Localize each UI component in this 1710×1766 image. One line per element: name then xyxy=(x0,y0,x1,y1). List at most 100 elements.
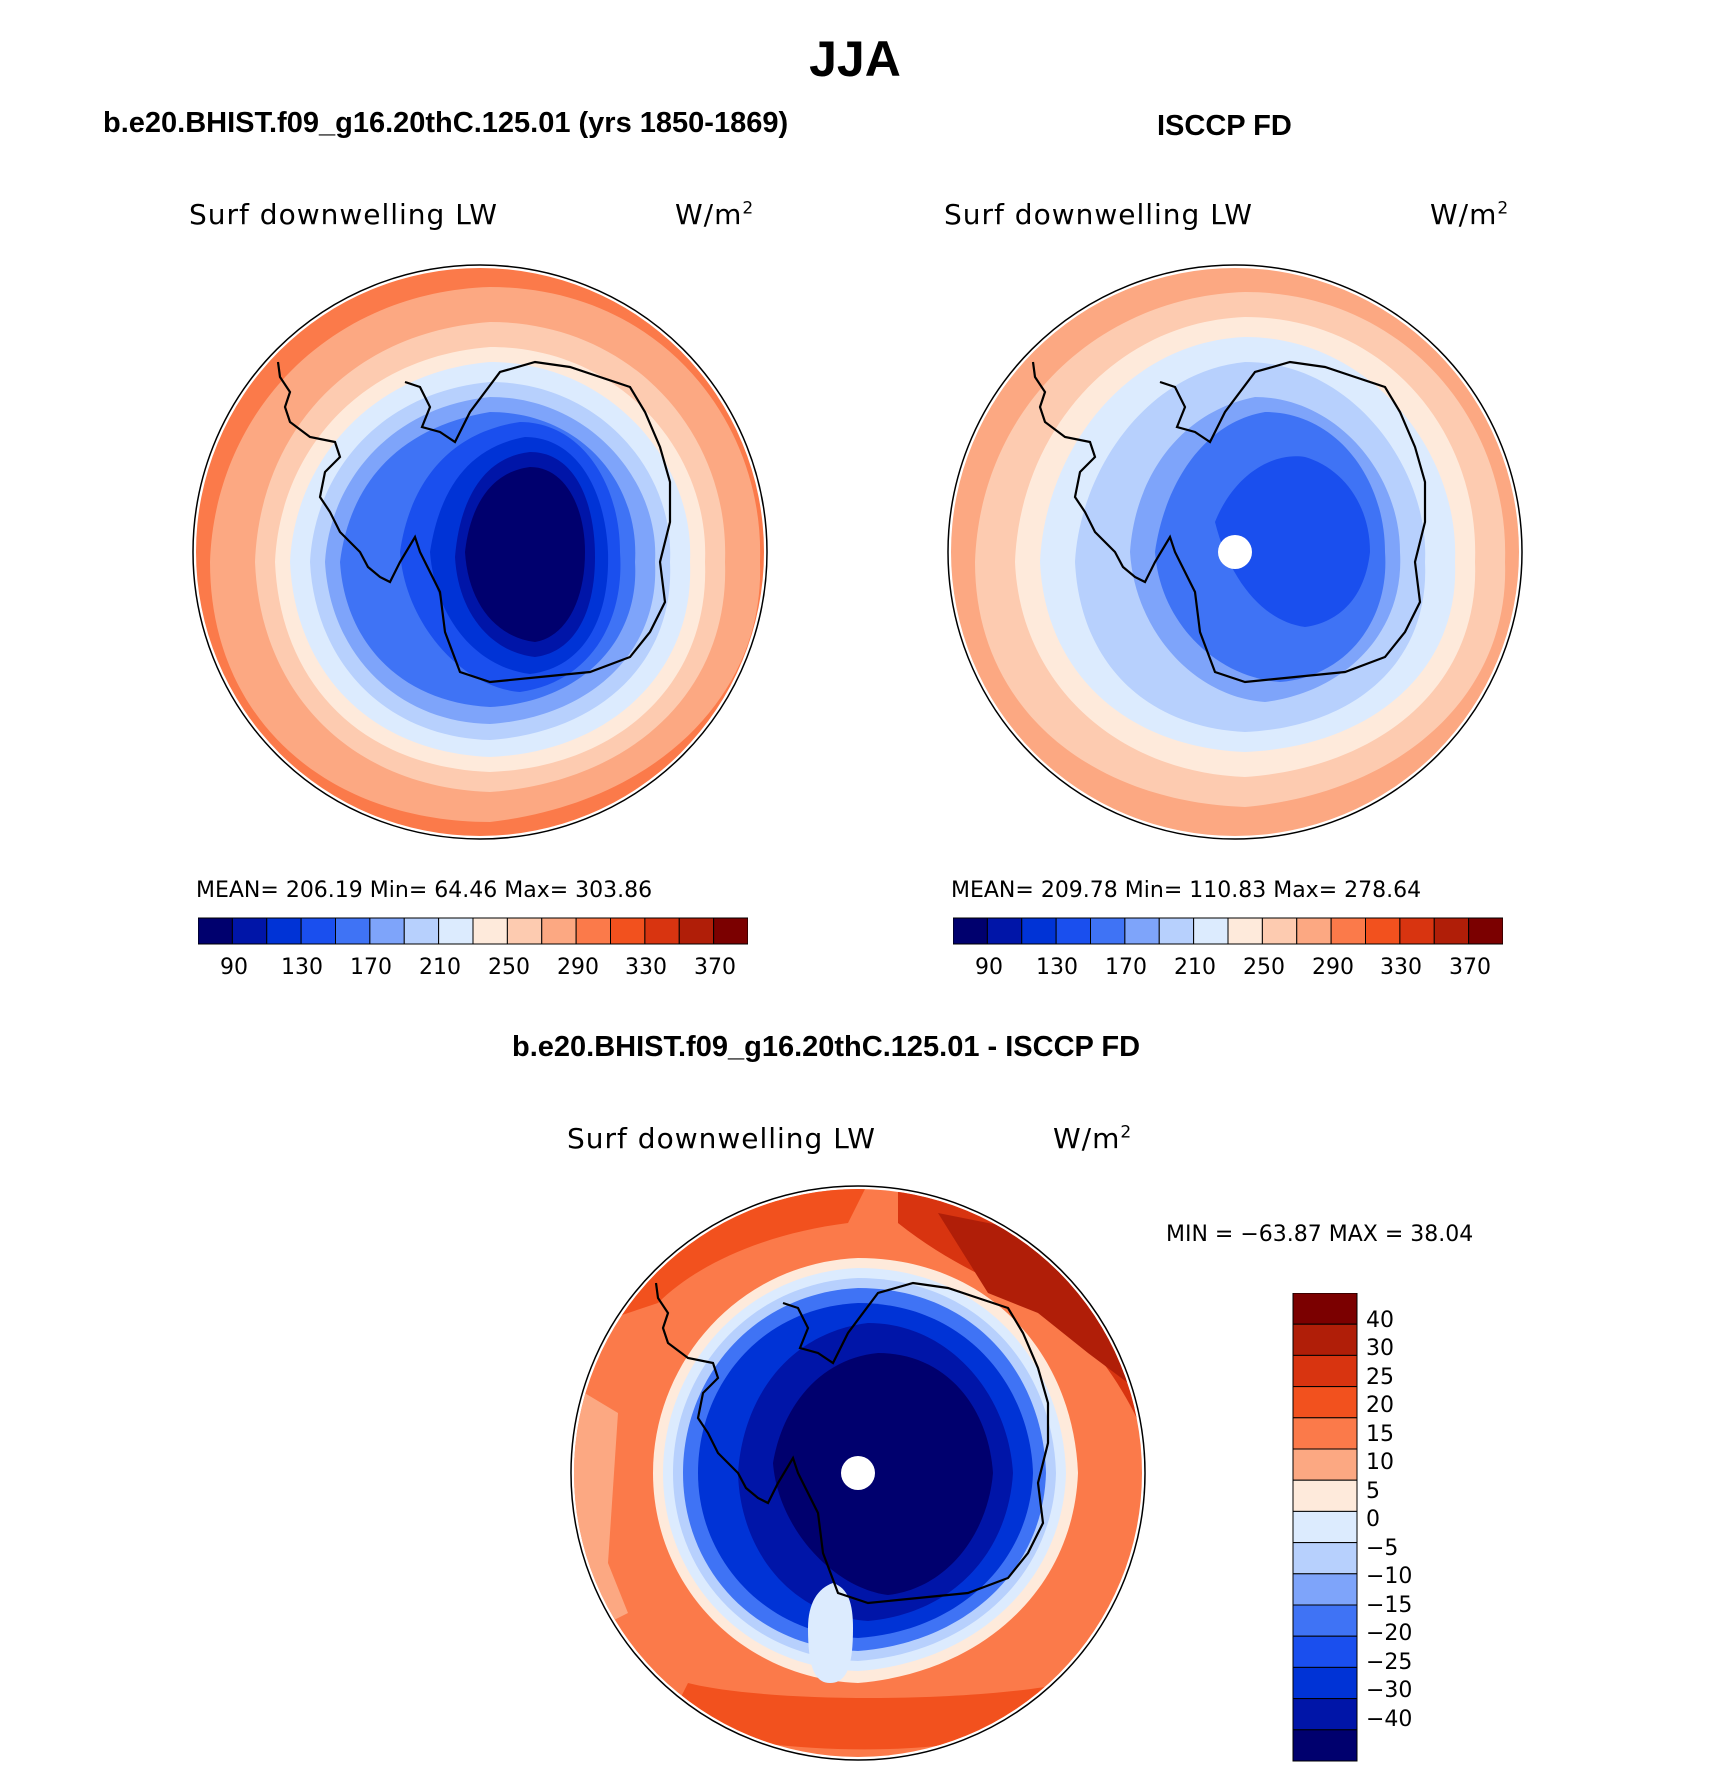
colorbar-tick: 10 xyxy=(1366,1450,1394,1475)
colorbar-tick: 370 xyxy=(1449,955,1491,980)
colorbar-swatches xyxy=(953,917,1503,945)
colorbar-tick: 250 xyxy=(488,955,530,980)
colorbar-swatch xyxy=(644,917,680,945)
colorbar-swatches xyxy=(1292,1293,1358,1762)
colorbar-tick: 20 xyxy=(1366,1393,1394,1418)
colorbar-swatch xyxy=(1292,1479,1358,1512)
colorbar-tick: −15 xyxy=(1366,1593,1413,1618)
contour-band xyxy=(808,1583,853,1683)
model-units: W/m2 xyxy=(675,198,755,231)
antarctica-coastline xyxy=(1031,360,1427,684)
colorbar-tick: −30 xyxy=(1366,1678,1413,1703)
model-stats: MEAN= 206.19 Min= 64.46 Max= 303.86 xyxy=(196,878,653,903)
colorbar-tick: 130 xyxy=(281,955,323,980)
colorbar-swatch xyxy=(300,917,337,945)
colorbar-swatch xyxy=(1292,1573,1358,1606)
colorbar-tick: −40 xyxy=(1366,1707,1413,1732)
colorbar-swatch xyxy=(678,917,715,945)
colorbar-swatch xyxy=(1292,1386,1358,1419)
colorbar-swatch xyxy=(198,917,233,945)
colorbar-swatch xyxy=(1292,1604,1358,1637)
colorbar-swatch xyxy=(1227,917,1263,945)
colorbar-swatch xyxy=(1292,1354,1358,1388)
colorbar-swatch xyxy=(1124,917,1160,945)
colorbar-swatch xyxy=(541,917,577,945)
colorbar-swatch xyxy=(1292,1635,1358,1668)
colorbar-swatch xyxy=(1365,917,1401,945)
colorbar-swatch xyxy=(231,917,268,945)
colorbar-tick: 250 xyxy=(1243,955,1285,980)
obs-case-title: ISCCP FD xyxy=(1157,110,1292,142)
colorbar-swatch xyxy=(335,917,371,945)
colorbar-tick: 0 xyxy=(1366,1507,1380,1532)
contour-band xyxy=(1215,456,1370,627)
colorbar-tick: 170 xyxy=(1105,955,1147,980)
colorbar-tick: 90 xyxy=(975,955,1003,980)
colorbar-swatch xyxy=(438,917,474,945)
colorbar-tick: 370 xyxy=(694,955,736,980)
colorbar-tick: −20 xyxy=(1366,1621,1413,1646)
colorbar-swatches xyxy=(198,917,748,945)
colorbar-swatch xyxy=(1292,1542,1358,1575)
model-colorbar xyxy=(198,917,748,945)
colorbar-swatch xyxy=(472,917,508,945)
map-boundary xyxy=(947,264,1523,840)
pole-hole xyxy=(1218,535,1252,569)
colorbar-tick: 330 xyxy=(1380,955,1422,980)
model-filled-contours xyxy=(196,268,764,836)
colorbar-swatch xyxy=(1055,917,1092,945)
contour-band xyxy=(773,1353,993,1595)
contour-band xyxy=(668,1683,1068,1750)
model-colorbar-ticks: 90 130 170 210 250 290 330 370 xyxy=(198,955,748,985)
colorbar-tick: 170 xyxy=(350,955,392,980)
pole-hole xyxy=(841,1456,875,1490)
antarctica-coastline xyxy=(654,1281,1050,1605)
colorbar-swatch xyxy=(506,917,543,945)
colorbar-tick: 130 xyxy=(1036,955,1078,980)
colorbar-swatch xyxy=(1261,917,1298,945)
colorbar-swatch xyxy=(953,917,988,945)
colorbar-tick: 290 xyxy=(1312,955,1354,980)
colorbar-tick: 25 xyxy=(1366,1365,1394,1390)
colorbar-swatch xyxy=(1292,1729,1358,1762)
model-case-title: b.e20.BHIST.f09_g16.20thC.125.01 (yrs 18… xyxy=(103,107,789,139)
colorbar-swatch xyxy=(369,917,405,945)
diff-colorbar-ticks: 40 30 25 20 15 10 5 0 −5 −10 −15 −20 −25… xyxy=(1366,1293,1486,1763)
colorbar-tick: −10 xyxy=(1366,1564,1413,1589)
colorbar-swatch xyxy=(1468,917,1503,945)
obs-colorbar xyxy=(953,917,1503,945)
colorbar-swatch xyxy=(1292,1698,1358,1731)
colorbar-tick: 90 xyxy=(220,955,248,980)
colorbar-swatch xyxy=(1330,917,1367,945)
figure-title: JJA xyxy=(809,31,901,87)
antarctica-coastline xyxy=(276,360,672,684)
diff-minmax: MIN = −63.87 MAX = 38.04 xyxy=(1166,1222,1474,1247)
colorbar-swatch xyxy=(1296,917,1332,945)
colorbar-swatch xyxy=(266,917,302,945)
obs-units: W/m2 xyxy=(1430,198,1510,231)
colorbar-tick: 290 xyxy=(557,955,599,980)
colorbar-tick: 30 xyxy=(1366,1336,1394,1361)
colorbar-swatch xyxy=(610,917,646,945)
map-boundary xyxy=(192,264,768,840)
obs-stats: MEAN= 209.78 Min= 110.83 Max= 278.64 xyxy=(951,878,1422,903)
colorbar-swatch xyxy=(1292,1666,1358,1700)
model-field-name: Surf downwelling LW xyxy=(189,198,498,231)
colorbar-tick: 210 xyxy=(419,955,461,980)
colorbar-swatch xyxy=(1292,1448,1358,1481)
obs-field-name: Surf downwelling LW xyxy=(944,198,1253,231)
diff-units: W/m2 xyxy=(1053,1122,1133,1155)
colorbar-swatch xyxy=(713,917,748,945)
colorbar-swatch xyxy=(1292,1510,1358,1544)
diff-colorbar xyxy=(1292,1293,1358,1762)
colorbar-tick: 40 xyxy=(1366,1308,1394,1333)
colorbar-swatch xyxy=(403,917,440,945)
obs-polar-map xyxy=(947,264,1523,840)
colorbar-swatch xyxy=(1292,1417,1358,1450)
colorbar-swatch xyxy=(1433,917,1470,945)
colorbar-tick: −5 xyxy=(1366,1536,1399,1561)
colorbar-tick: 5 xyxy=(1366,1479,1380,1504)
colorbar-swatch xyxy=(1158,917,1195,945)
map-boundary xyxy=(570,1185,1146,1761)
colorbar-swatch xyxy=(1292,1293,1358,1325)
